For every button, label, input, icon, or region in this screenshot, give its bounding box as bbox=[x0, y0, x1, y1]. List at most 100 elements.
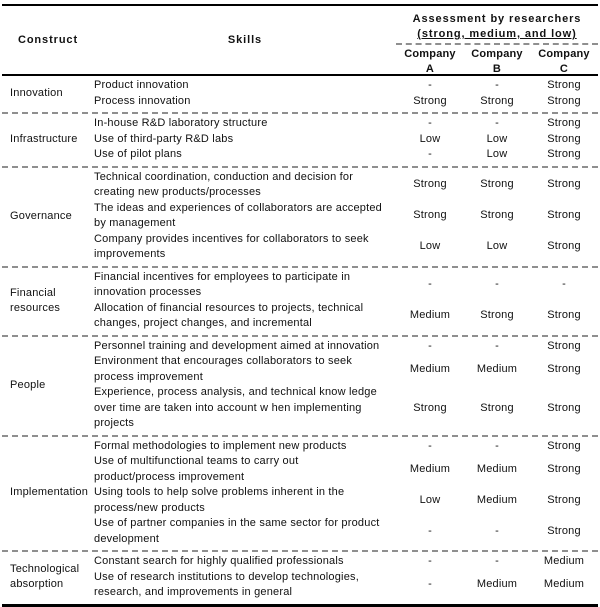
table-row: Formal methodologies to implement new pr… bbox=[94, 439, 598, 455]
table-row: Financial incentives for employees to pa… bbox=[94, 270, 598, 301]
value-cell-company-c: Medium bbox=[543, 578, 585, 591]
value-cell-company-b: - bbox=[495, 339, 499, 352]
construct-section: Financial resources Financial incentives … bbox=[2, 265, 598, 335]
value-cell-company-a: Strong bbox=[413, 94, 447, 107]
value-cell-company-b: - bbox=[495, 439, 499, 452]
value-cell-company-b: Strong bbox=[480, 178, 514, 191]
value-cell-company-b: Strong bbox=[480, 209, 514, 222]
value-cell-company-b: Strong bbox=[480, 94, 514, 107]
table-row: In-house R&D laboratory structure - - Stron… bbox=[94, 116, 598, 132]
value-cell-company-a: - bbox=[428, 524, 432, 537]
value-cell-company-c: Strong bbox=[547, 524, 581, 537]
table-row: Process innovation Strong Strong Strong bbox=[94, 94, 598, 110]
company-columns: Company A Company B Company C bbox=[396, 45, 598, 77]
value-cell-company-b: - bbox=[495, 278, 499, 291]
header-construct: Construct bbox=[17, 34, 79, 46]
construct-cell: Infrastructure bbox=[10, 132, 78, 145]
value-cell-company-c: - bbox=[562, 278, 566, 291]
table-row: Experience, process analysis, and techni… bbox=[94, 385, 598, 432]
table-row: Company provides incentives for collabor… bbox=[94, 232, 598, 263]
construct-section: Technological absorption Constant search … bbox=[2, 550, 598, 604]
skill-label: Using tools to help solve problems inher… bbox=[94, 486, 345, 514]
value-cell-company-a: - bbox=[428, 578, 432, 591]
skill-rows: Product innovation - - Strong Process innova… bbox=[94, 78, 598, 109]
skill-rows: In-house R&D laboratory structure - - Stron… bbox=[94, 116, 598, 163]
assessment-subtitle: (strong, medium, and low) bbox=[396, 27, 598, 45]
value-cell-company-c: Strong bbox=[547, 117, 581, 129]
value-cell-company-a: - bbox=[428, 117, 432, 129]
skill-label: Formal methodologies to implement new pr… bbox=[94, 439, 347, 452]
company-letter: C bbox=[559, 63, 569, 75]
skill-label: Company provides incentives for collabor… bbox=[94, 232, 369, 261]
skill-label: Use of pilot plans bbox=[94, 148, 182, 160]
construct-section: Infrastructure In-house R&D laboratory st… bbox=[2, 112, 598, 166]
skill-label: Constant search for highly qualified pro… bbox=[94, 555, 344, 567]
construct-cell: Implementation bbox=[10, 486, 89, 499]
table-row: Use of third-party R&D labs Low Low Strong bbox=[94, 132, 598, 148]
value-cell-company-b: Low bbox=[486, 148, 508, 160]
skill-label: Personnel training and development aimed… bbox=[94, 339, 380, 352]
value-cell-company-c: Strong bbox=[547, 94, 581, 107]
table-row: Using tools to help solve problems inher… bbox=[94, 485, 598, 516]
skill-label: Allocation of financial resources to pro… bbox=[94, 301, 364, 330]
table-row: Constant search for highly qualified pro… bbox=[94, 554, 598, 570]
skill-rows: Formal methodologies to implement new pr… bbox=[94, 439, 598, 548]
skill-label: Technical coordination, conduction and d… bbox=[94, 170, 354, 199]
table-row: Personnel training and development aimed… bbox=[94, 339, 598, 355]
value-cell-company-c: Strong bbox=[547, 309, 581, 322]
value-cell-company-a: - bbox=[428, 439, 432, 452]
value-cell-company-b: - bbox=[495, 79, 499, 91]
skill-label: Use of research institutions to develop … bbox=[94, 570, 359, 599]
construct-section: Implementation Formal methodologies to im… bbox=[2, 434, 598, 551]
skill-label: Process innovation bbox=[94, 94, 191, 107]
construct-cell: Governance bbox=[10, 209, 72, 222]
value-cell-company-b: - bbox=[495, 524, 499, 537]
value-cell-company-c: Strong bbox=[547, 178, 581, 191]
value-cell-company-a: Strong bbox=[413, 209, 447, 222]
header-skills: Skills bbox=[227, 34, 263, 46]
table-row: Use of multifunctional teams to carry ou… bbox=[94, 454, 598, 485]
construct-cell: Financial resources bbox=[10, 286, 61, 314]
header-assessment-group: Assessment by researchers (strong, mediu… bbox=[396, 6, 598, 77]
value-cell-company-b: Strong bbox=[480, 401, 514, 414]
skill-label: The ideas and experiences of collaborato… bbox=[94, 201, 383, 230]
skill-rows: Financial incentives for employees to pa… bbox=[94, 270, 598, 332]
value-cell-company-c: Strong bbox=[547, 79, 581, 91]
value-cell-company-a: Low bbox=[419, 493, 441, 506]
table-row: Use of research institutions to develop … bbox=[94, 570, 598, 601]
value-cell-company-a: Low bbox=[419, 240, 441, 253]
skill-label: Use of third-party R&D labs bbox=[94, 132, 234, 145]
value-cell-company-c: Strong bbox=[547, 462, 581, 475]
skill-label: Financial incentives for employees to pa… bbox=[94, 270, 351, 299]
table-row: Environment that encourages collaborator… bbox=[94, 354, 598, 385]
value-cell-company-a: - bbox=[428, 79, 432, 91]
value-cell-company-a: Medium bbox=[409, 462, 451, 475]
skill-label: Product innovation bbox=[94, 79, 189, 91]
value-cell-company-c: Strong bbox=[547, 362, 581, 375]
company-word: Company bbox=[404, 48, 456, 60]
value-cell-company-c: Strong bbox=[547, 493, 581, 506]
value-cell-company-c: Strong bbox=[547, 439, 581, 452]
value-cell-company-c: Medium bbox=[543, 555, 585, 567]
value-cell-company-c: Strong bbox=[547, 240, 581, 253]
table-row: The ideas and experiences of collaborato… bbox=[94, 201, 598, 232]
value-cell-company-b: Low bbox=[486, 132, 508, 145]
company-letter: B bbox=[492, 63, 502, 75]
table-row: Allocation of financial resources to pro… bbox=[94, 301, 598, 332]
value-cell-company-b: - bbox=[495, 555, 499, 567]
construct-cell: People bbox=[10, 378, 46, 391]
skill-label: In-house R&D laboratory structure bbox=[94, 117, 268, 129]
company-word: Company bbox=[538, 48, 590, 60]
skill-label: Environment that encourages collaborator… bbox=[94, 355, 353, 383]
value-cell-company-b: - bbox=[495, 117, 499, 129]
skill-rows: Technical coordination, conduction and d… bbox=[94, 170, 598, 263]
value-cell-company-a: Medium bbox=[409, 309, 451, 322]
value-cell-company-a: - bbox=[428, 555, 432, 567]
value-cell-company-a: Strong bbox=[413, 401, 447, 414]
value-cell-company-b: Low bbox=[486, 240, 508, 253]
assessment-table: Construct Skills Assessment by researche… bbox=[2, 4, 598, 607]
value-cell-company-c: Strong bbox=[547, 148, 581, 160]
skill-label: Experience, process analysis, and techni… bbox=[94, 386, 377, 429]
assessment-title: Assessment by researchers bbox=[412, 13, 582, 25]
header-company-b: Company B bbox=[464, 47, 530, 77]
